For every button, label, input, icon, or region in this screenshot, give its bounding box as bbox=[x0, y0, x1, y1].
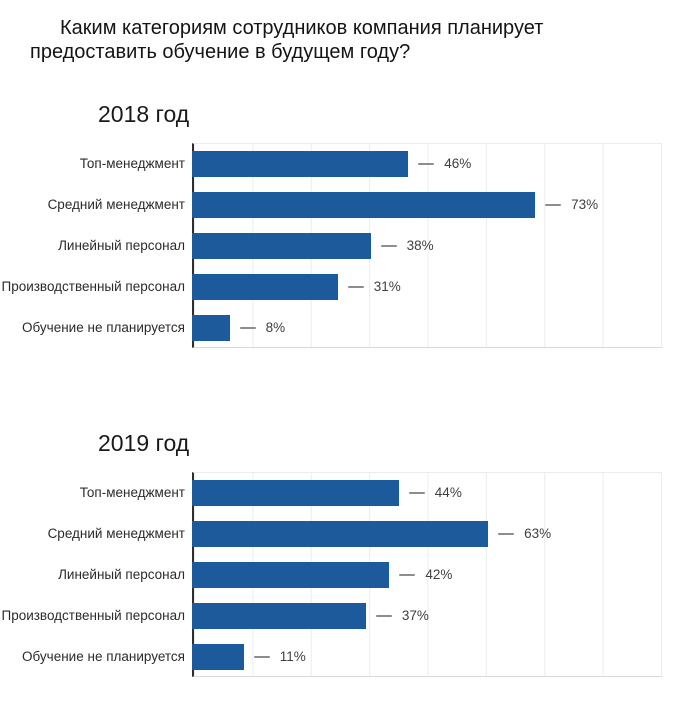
category-label: Линейный персонал bbox=[58, 566, 185, 582]
value-label: 37% bbox=[401, 608, 429, 623]
category-label: Линейный персонал bbox=[58, 237, 185, 253]
bar bbox=[192, 150, 409, 177]
category-label: Средний менеджмент bbox=[47, 196, 185, 212]
bar bbox=[192, 479, 399, 506]
bar-row: Линейный персонал 42% bbox=[0, 554, 700, 595]
bar-track: 46% bbox=[192, 143, 662, 184]
value-dash bbox=[347, 285, 364, 288]
bar-row: Средний менеджмент 63% bbox=[0, 513, 700, 554]
category-label: Производственный персонал bbox=[1, 607, 185, 623]
bar-row: Производственный персонал 31% bbox=[0, 266, 700, 307]
bar-row: Средний менеджмент 73% bbox=[0, 184, 700, 225]
bar-row: Топ-менеджмент 44% bbox=[0, 472, 700, 513]
bar-track: 37% bbox=[192, 595, 662, 636]
value-label: 73% bbox=[571, 197, 599, 212]
value-dash bbox=[380, 244, 397, 247]
bar-row: Топ-менеджмент 46% bbox=[0, 143, 700, 184]
value-dash bbox=[239, 326, 256, 329]
bar-track: 44% bbox=[192, 472, 662, 513]
bar-track: 8% bbox=[192, 307, 662, 348]
value-label: 63% bbox=[524, 526, 552, 541]
bar-row: Обучение не планируется 11% bbox=[0, 636, 700, 677]
value-dash bbox=[418, 162, 435, 165]
bar-chart-2018: Топ-менеджмент 46% Средний менеджмент 73% Ли… bbox=[0, 143, 700, 348]
value-dash bbox=[399, 573, 416, 576]
value-label: 38% bbox=[406, 238, 434, 253]
value-dash bbox=[375, 614, 392, 617]
category-label: Топ-менеджмент bbox=[79, 155, 185, 171]
category-label: Обучение не планируется bbox=[22, 319, 185, 335]
value-dash bbox=[253, 655, 270, 658]
bar-row: Линейный персонал 38% bbox=[0, 225, 700, 266]
value-label: 46% bbox=[444, 156, 472, 171]
bar bbox=[192, 643, 244, 670]
bar-track: 31% bbox=[192, 266, 662, 307]
bar-track: 38% bbox=[192, 225, 662, 266]
bar bbox=[192, 602, 366, 629]
category-label: Обучение не планируется bbox=[22, 648, 185, 664]
bar bbox=[192, 520, 489, 547]
year-heading-2018: 2018 год bbox=[98, 101, 190, 127]
value-label: 31% bbox=[373, 279, 401, 294]
bar bbox=[192, 273, 338, 300]
bar-chart-2019: Топ-менеджмент 44% Средний менеджмент 63% Ли… bbox=[0, 472, 700, 677]
value-label: 8% bbox=[265, 320, 286, 335]
year-heading-2019: 2019 год bbox=[98, 430, 190, 456]
page-title: Каким категориям сотрудников компания пл… bbox=[30, 17, 544, 63]
bar-track: 42% bbox=[192, 554, 662, 595]
bar bbox=[192, 191, 536, 218]
bar-track: 73% bbox=[192, 184, 662, 225]
bar-row: Производственный персонал 37% bbox=[0, 595, 700, 636]
value-dash bbox=[545, 203, 562, 206]
bar-track: 63% bbox=[192, 513, 662, 554]
value-label: 44% bbox=[434, 485, 462, 500]
bar-track: 11% bbox=[192, 636, 662, 677]
value-label: 42% bbox=[425, 567, 453, 582]
bar bbox=[192, 314, 230, 341]
value-dash bbox=[408, 491, 425, 494]
category-label: Производственный персонал bbox=[1, 278, 185, 294]
bar-row: Обучение не планируется 8% bbox=[0, 307, 700, 348]
category-label: Топ-менеджмент bbox=[79, 484, 185, 500]
value-label: 11% bbox=[279, 649, 306, 664]
bar bbox=[192, 232, 371, 259]
bar bbox=[192, 561, 390, 588]
category-label: Средний менеджмент bbox=[47, 525, 185, 541]
value-dash bbox=[498, 532, 515, 535]
